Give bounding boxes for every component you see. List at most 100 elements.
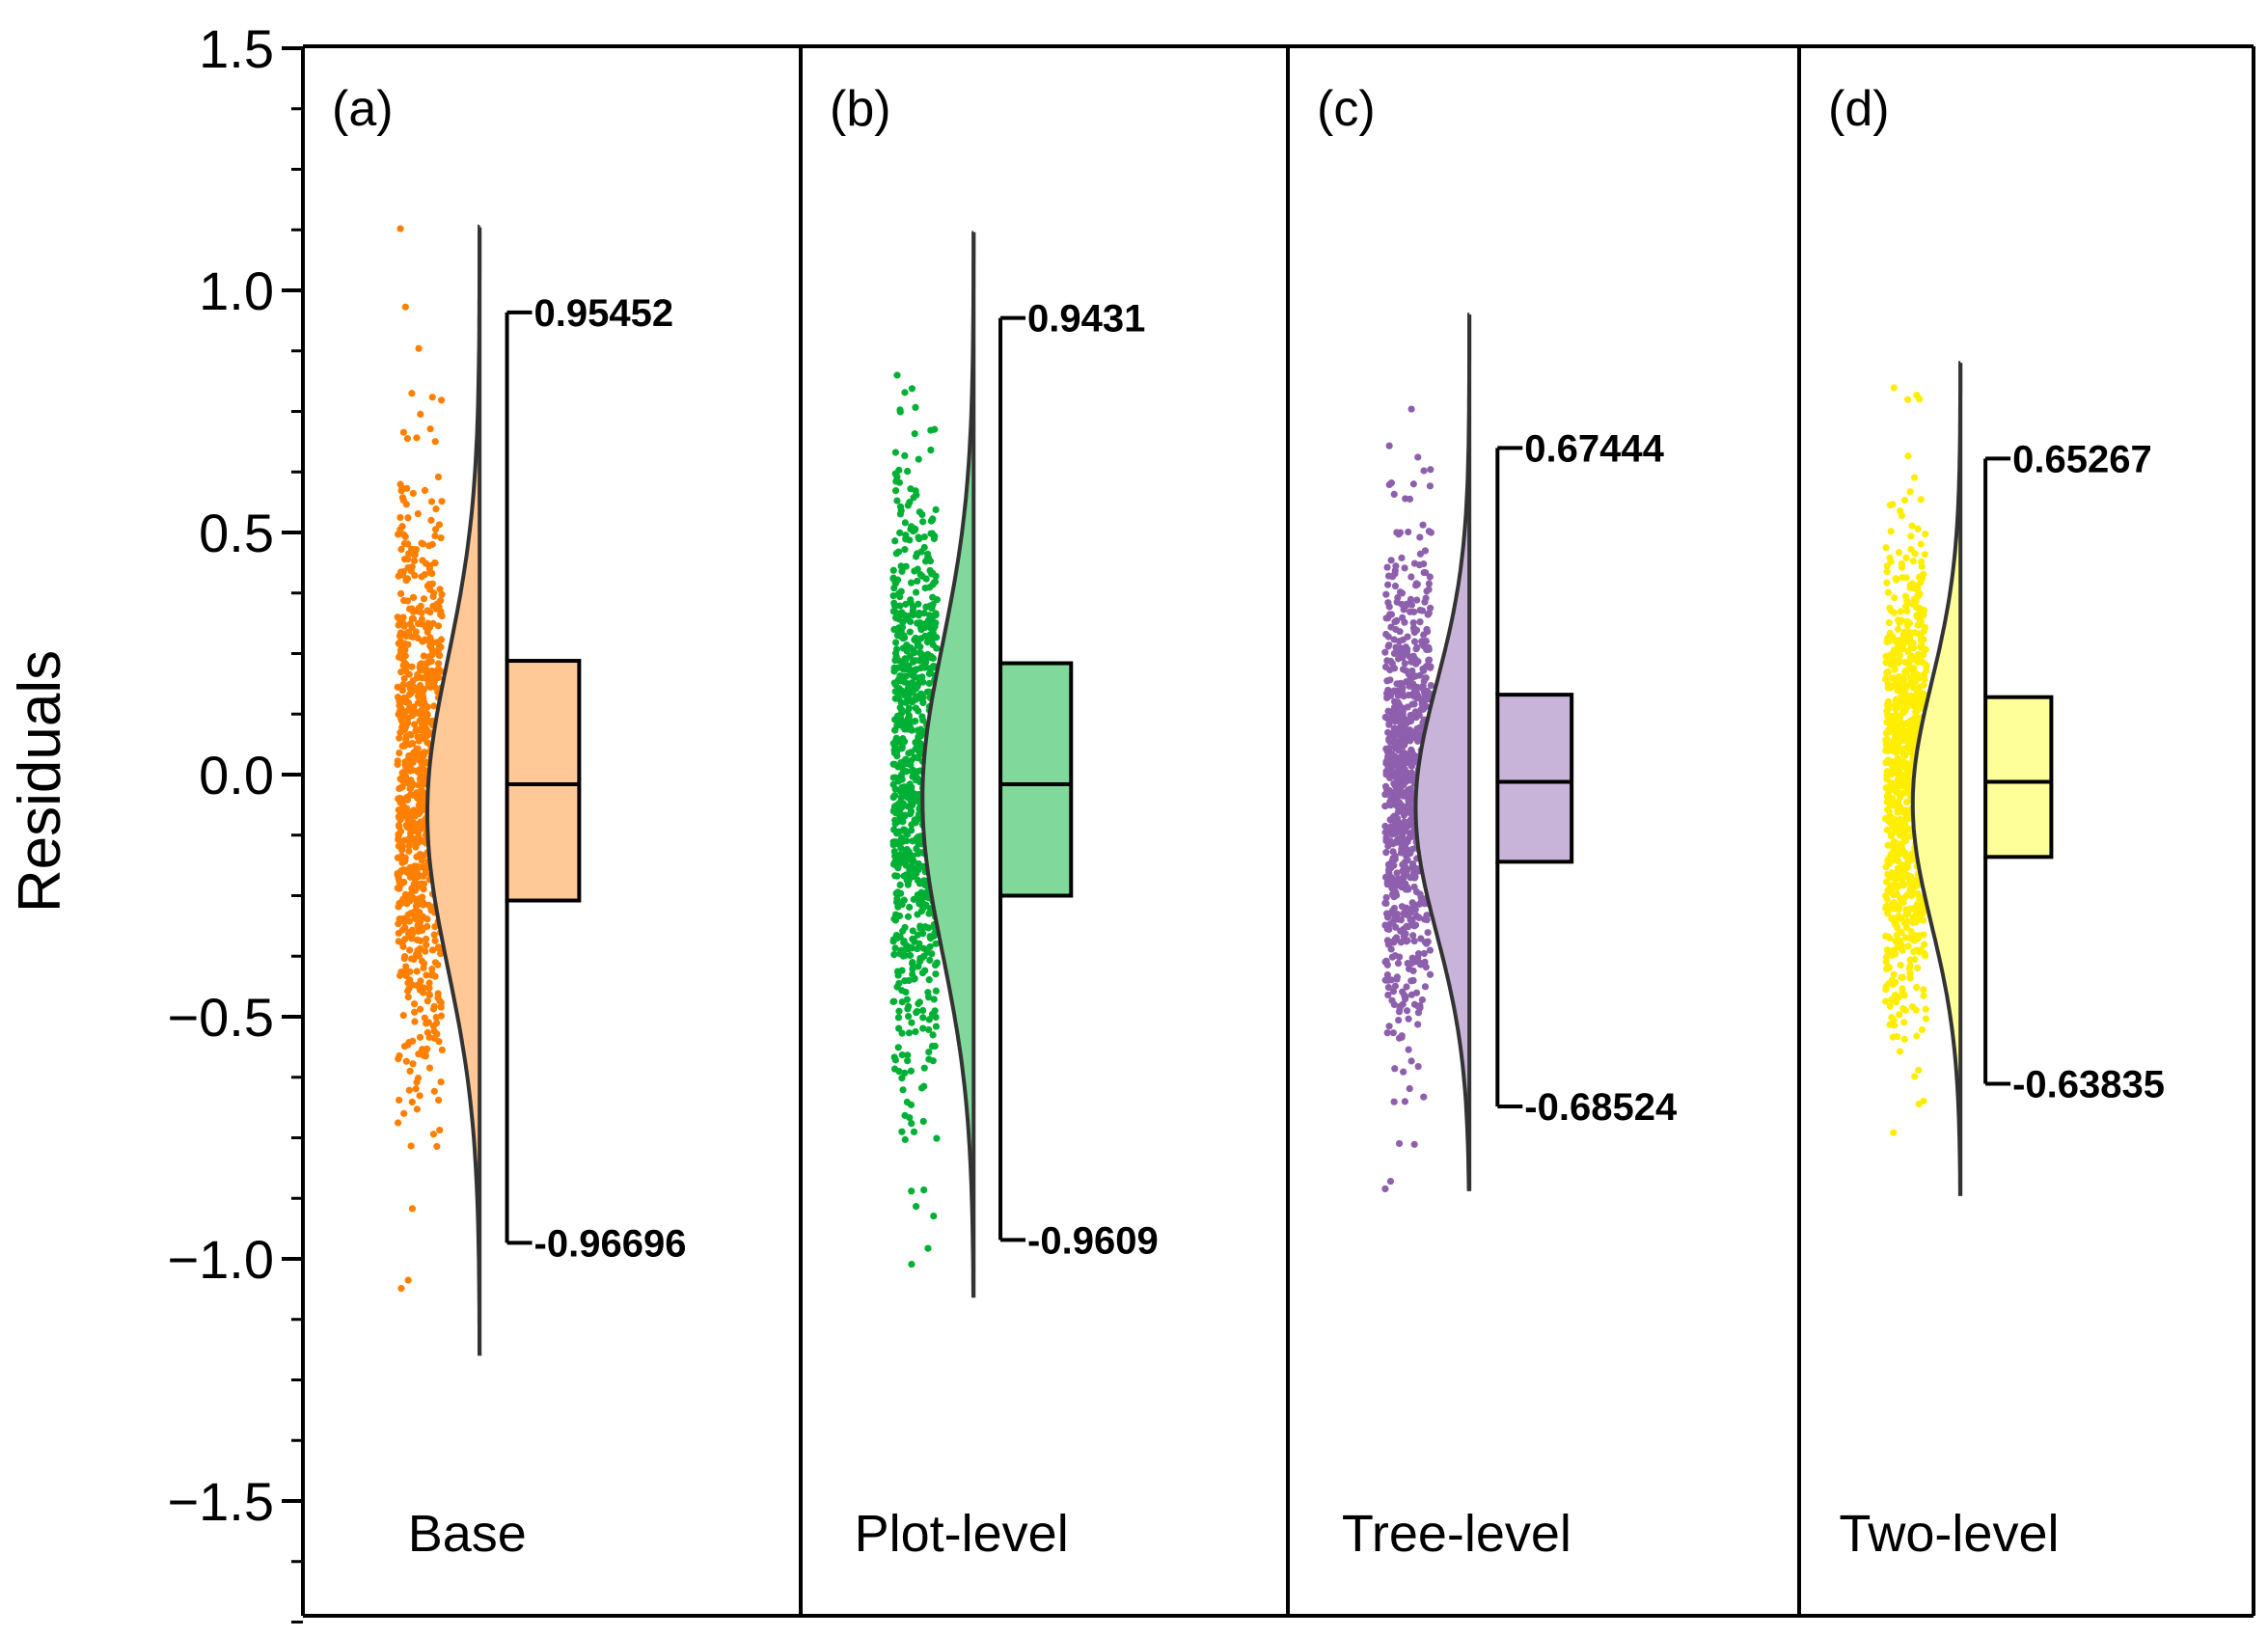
scatter-point bbox=[418, 926, 425, 935]
scatter-point bbox=[916, 642, 924, 651]
scatter-point bbox=[1414, 737, 1422, 746]
scatter-point bbox=[418, 609, 425, 616]
scatter-point bbox=[1412, 582, 1420, 589]
scatter-point bbox=[1902, 892, 1910, 900]
scatter-point bbox=[924, 554, 932, 561]
scatter-point bbox=[1410, 938, 1418, 945]
scatter-point bbox=[893, 371, 901, 379]
scatter-point bbox=[1891, 647, 1899, 656]
scatter-point bbox=[1891, 593, 1899, 602]
scatter-point bbox=[1427, 529, 1435, 536]
scatter-point bbox=[436, 586, 444, 593]
scatter-point bbox=[890, 860, 899, 868]
scatter-point bbox=[406, 946, 414, 954]
scatter-point bbox=[908, 1019, 915, 1026]
scatter-point bbox=[430, 931, 438, 939]
scatter-point bbox=[1405, 965, 1413, 972]
scatter-point bbox=[1407, 573, 1415, 581]
scatter-point bbox=[1413, 596, 1421, 604]
scatter-point bbox=[1382, 836, 1390, 844]
scatter-point bbox=[394, 614, 401, 621]
scatter-point bbox=[918, 899, 927, 908]
scatter-point bbox=[426, 569, 434, 577]
scatter-point bbox=[1394, 766, 1403, 774]
scatter-point bbox=[405, 842, 413, 850]
scatter-point bbox=[908, 679, 916, 687]
scatter-point bbox=[1425, 656, 1433, 665]
scatter-point bbox=[1900, 806, 1908, 815]
scatter-point bbox=[410, 1000, 419, 1008]
scatter-point bbox=[1405, 960, 1412, 968]
scatter-point bbox=[398, 494, 407, 502]
scatter-point bbox=[1390, 812, 1398, 820]
scatter-point bbox=[421, 1014, 428, 1022]
scatter-point bbox=[1907, 532, 1915, 540]
scatter-point bbox=[1410, 638, 1419, 645]
scatter-point bbox=[1381, 713, 1389, 722]
scatter-point bbox=[1385, 721, 1393, 728]
scatter-point bbox=[1917, 540, 1925, 548]
scatter-point bbox=[917, 1084, 926, 1092]
scatter-point bbox=[1414, 1021, 1422, 1028]
scatter-point bbox=[1883, 568, 1891, 576]
scatter-point bbox=[1384, 642, 1392, 650]
scatter-point bbox=[1423, 912, 1431, 919]
scatter-point bbox=[1390, 724, 1398, 732]
scatter-point bbox=[402, 736, 410, 744]
scatter-point bbox=[1407, 595, 1415, 603]
scatter-point bbox=[896, 933, 904, 941]
scatter-point bbox=[425, 984, 433, 992]
scatter-point bbox=[1883, 668, 1891, 677]
scatter-point bbox=[396, 1051, 403, 1060]
scatter-point bbox=[1420, 568, 1428, 577]
scatter-point bbox=[1414, 1009, 1423, 1017]
scatter-point bbox=[1427, 681, 1435, 690]
scatter-point bbox=[1904, 942, 1912, 950]
scatter-point bbox=[906, 652, 915, 660]
scatter-point bbox=[910, 1128, 918, 1135]
scatter-point bbox=[409, 593, 417, 601]
scatter-point bbox=[400, 918, 408, 926]
scatter-point bbox=[1407, 746, 1415, 753]
scatter-point bbox=[1913, 1032, 1921, 1040]
scatter-point bbox=[904, 502, 912, 509]
scatter-point bbox=[415, 795, 423, 803]
scatter-point bbox=[1381, 803, 1389, 810]
scatter-point bbox=[405, 847, 413, 855]
scatter-point bbox=[1406, 1084, 1413, 1093]
scatter-point bbox=[1407, 991, 1416, 998]
scatter-point bbox=[396, 568, 405, 576]
scatter-point bbox=[426, 642, 434, 650]
scatter-point bbox=[1896, 829, 1903, 836]
scatter-point bbox=[430, 559, 439, 567]
scatter-point bbox=[414, 946, 422, 954]
scatter-point bbox=[399, 1011, 407, 1020]
scatter-point bbox=[1921, 941, 1928, 948]
scatter-point bbox=[915, 455, 922, 463]
box-iqr bbox=[1495, 693, 1574, 864]
scatter-point bbox=[1909, 558, 1917, 565]
scatter-point bbox=[1898, 691, 1905, 699]
scatter-point bbox=[400, 767, 409, 776]
scatter-point bbox=[416, 850, 424, 859]
scatter-point bbox=[1916, 396, 1924, 403]
scatter-point bbox=[411, 887, 420, 894]
scatter-point bbox=[895, 1007, 903, 1015]
scatter-point bbox=[435, 645, 443, 653]
scatter-point bbox=[1389, 910, 1397, 917]
scatter-point bbox=[1418, 607, 1427, 614]
scatter-point bbox=[1894, 762, 1901, 770]
scatter-point bbox=[1891, 1022, 1899, 1029]
scatter-point bbox=[1390, 490, 1398, 499]
scatter-point bbox=[929, 1031, 937, 1039]
scatter-point bbox=[1390, 861, 1398, 869]
scatter-point bbox=[1888, 951, 1897, 959]
scatter-point bbox=[424, 1045, 431, 1052]
scatter-point bbox=[908, 1187, 915, 1195]
scatter-point bbox=[1415, 914, 1423, 922]
scatter-point bbox=[901, 977, 909, 985]
scatter-point bbox=[1381, 1185, 1389, 1193]
scatter-point bbox=[1399, 738, 1407, 747]
scatter-point bbox=[925, 669, 934, 678]
scatter-point bbox=[1922, 1005, 1929, 1013]
